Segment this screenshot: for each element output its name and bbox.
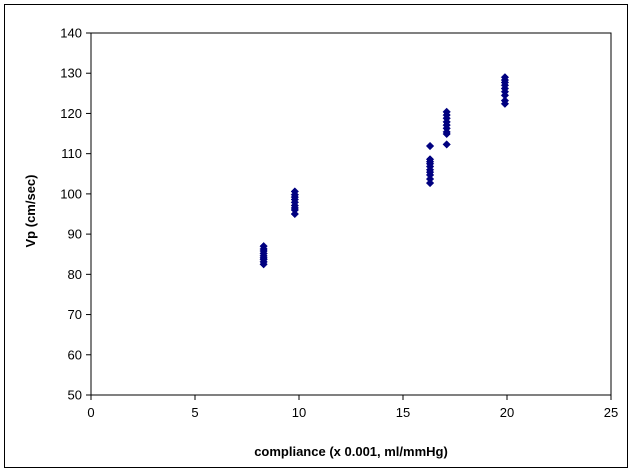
y-tick-label: 80 bbox=[68, 267, 82, 282]
y-axis-title: Vp (cm/sec) bbox=[23, 175, 38, 248]
x-tick-label: 25 bbox=[604, 405, 618, 420]
y-tick-label: 110 bbox=[61, 146, 82, 161]
data-point-marker bbox=[500, 99, 510, 108]
x-tick-label: 0 bbox=[87, 405, 94, 420]
data-point-marker bbox=[425, 141, 435, 151]
x-axis-title: compliance (x 0.001, ml/mmHg) bbox=[254, 444, 448, 459]
data-point-marker bbox=[290, 209, 299, 219]
y-tick-label: 120 bbox=[60, 106, 82, 121]
y-tick-label: 130 bbox=[60, 66, 82, 81]
chart-frame: 50 60 70 80 90 100 110 120 130 140 0 5 10 15 20 25 com… bbox=[4, 4, 628, 468]
x-tick-label: 15 bbox=[396, 405, 410, 420]
data-points bbox=[259, 73, 510, 269]
y-tick-label: 140 bbox=[60, 26, 82, 41]
y-tick-label: 50 bbox=[68, 388, 82, 403]
scatter-chart: 50 60 70 80 90 100 110 120 130 140 0 5 10 15 20 25 com… bbox=[23, 26, 618, 460]
x-tick-label: 10 bbox=[292, 405, 306, 420]
data-point-marker bbox=[442, 129, 451, 139]
y-tick-label: 70 bbox=[68, 307, 82, 322]
plot-area-border bbox=[90, 32, 612, 396]
y-tick-label: 60 bbox=[68, 347, 82, 362]
y-tick-label: 100 bbox=[60, 186, 82, 201]
x-tick-label: 20 bbox=[500, 405, 514, 420]
data-point-marker bbox=[259, 260, 268, 269]
x-tick-label: 5 bbox=[191, 405, 198, 420]
x-axis: 0 5 10 15 20 25 bbox=[87, 395, 618, 420]
y-tick-label: 90 bbox=[68, 227, 82, 242]
plot-area bbox=[90, 32, 612, 396]
data-point-marker bbox=[442, 140, 451, 149]
data-point-marker bbox=[425, 178, 435, 188]
y-axis: 50 60 70 80 90 100 110 120 130 140 bbox=[60, 26, 91, 403]
